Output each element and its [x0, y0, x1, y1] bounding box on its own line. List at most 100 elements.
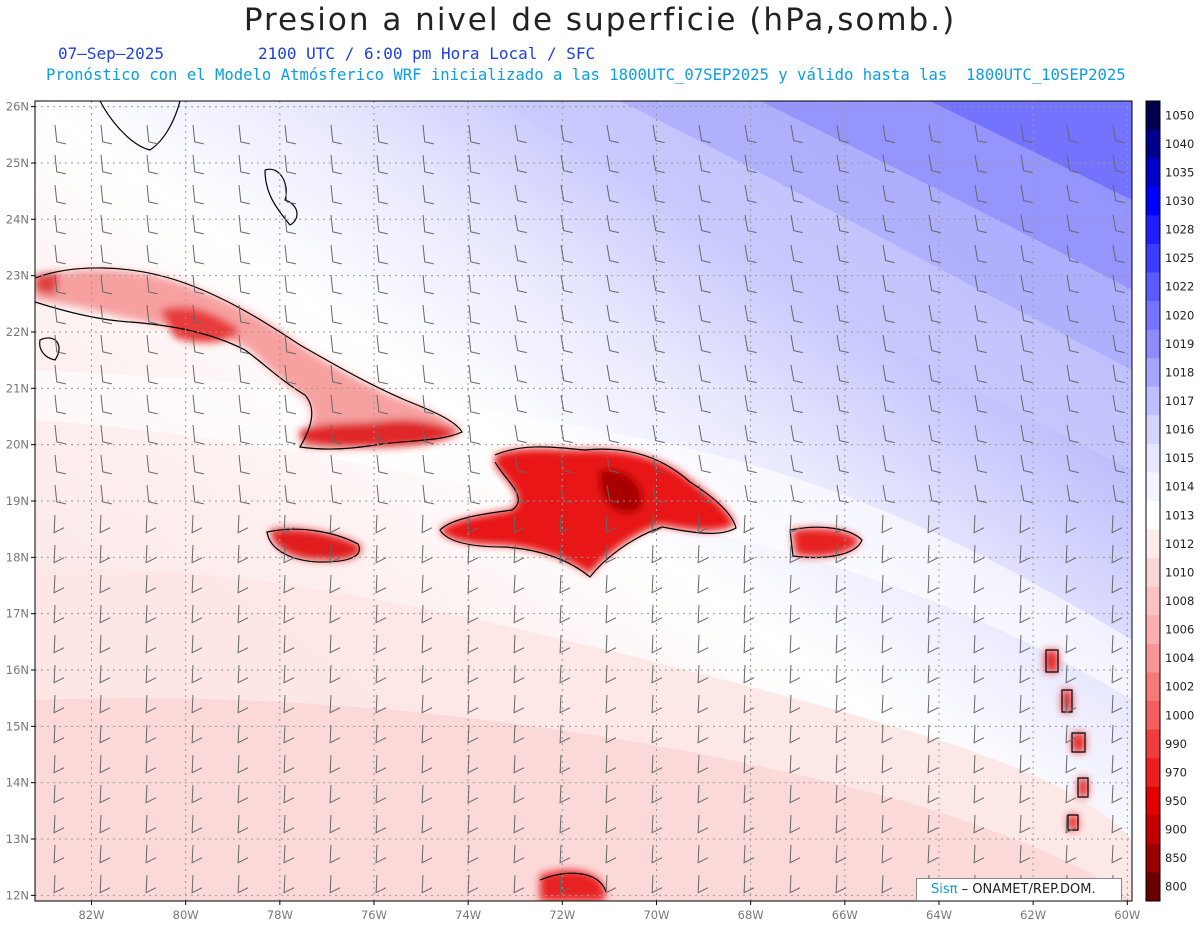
wind-barb	[560, 154, 573, 174]
isla-juventud-coast	[39, 337, 60, 361]
wind-barb	[514, 394, 527, 414]
wind-barb	[606, 424, 619, 444]
wind-barb	[606, 184, 619, 204]
wind-barb	[882, 304, 895, 324]
wind-barb	[513, 814, 525, 834]
wind-barb	[1111, 544, 1123, 564]
wind-barb	[375, 844, 387, 864]
wind-barb	[606, 364, 619, 384]
wind-barb	[514, 154, 527, 174]
wind-barb	[560, 424, 573, 444]
wind-barb	[1111, 634, 1123, 654]
wind-barb	[468, 394, 480, 415]
wind-barb	[376, 334, 388, 355]
wind-barb	[652, 334, 665, 354]
wind-barb	[652, 424, 665, 444]
wind-barb	[928, 244, 941, 264]
wind-barb	[329, 724, 341, 744]
wind-barb	[697, 514, 709, 534]
wind-barb	[1065, 754, 1077, 774]
wind-barb	[467, 754, 479, 774]
wind-barb	[99, 814, 111, 834]
wind-barb	[790, 424, 803, 444]
wind-barb	[376, 484, 388, 505]
wind-barb	[698, 334, 711, 354]
wind-barb	[53, 604, 65, 624]
wind-barb	[1111, 754, 1123, 774]
wind-barb	[422, 214, 434, 235]
wind-barb	[238, 454, 250, 475]
wind-barb	[375, 634, 387, 654]
wind-barb	[191, 574, 203, 594]
lat-tick-label: 21N	[6, 381, 29, 395]
colorbar-swatch	[1146, 558, 1160, 588]
wind-barb	[927, 544, 939, 564]
lat-tick-label: 18N	[6, 550, 29, 564]
wind-barb	[146, 394, 158, 415]
lon-tick-label: 82W	[78, 908, 104, 922]
wind-barb	[283, 844, 295, 864]
wind-barb	[1112, 274, 1125, 294]
wind-barb	[467, 874, 479, 894]
wind-barb	[1065, 784, 1077, 804]
wind-barb	[99, 844, 111, 864]
wind-barb	[835, 844, 847, 864]
wind-barb	[697, 574, 709, 594]
wind-barb	[145, 844, 157, 864]
wind-barb	[421, 694, 433, 714]
wind-barb	[881, 604, 893, 624]
wind-barb	[1020, 424, 1033, 444]
wind-barb	[100, 484, 112, 505]
wind-barb	[284, 484, 296, 505]
lat-tick-label: 22N	[6, 325, 29, 339]
wind-barb	[1111, 664, 1123, 684]
wind-barb	[467, 544, 479, 564]
wind-barb	[882, 244, 895, 264]
wind-barb	[973, 814, 985, 834]
wind-barb	[100, 304, 112, 325]
colorbar-swatch	[1146, 701, 1160, 731]
wind-barb	[974, 184, 987, 204]
forecast-info: Pronóstico con el Modelo Atmósferico WRF…	[46, 66, 1126, 84]
wind-barb	[560, 274, 573, 294]
wind-barb	[329, 514, 341, 534]
wind-barb	[606, 484, 619, 504]
wind-barb	[744, 124, 757, 144]
wind-barb	[743, 664, 755, 684]
wind-barb	[514, 214, 527, 234]
wind-barb	[698, 214, 711, 234]
wind-barb	[421, 664, 433, 684]
wind-barb	[973, 634, 985, 654]
wind-barb	[605, 694, 617, 714]
wind-barb	[1066, 124, 1079, 144]
wind-barb	[974, 484, 987, 504]
wind-barb	[284, 424, 296, 445]
wind-barb	[559, 604, 571, 624]
wind-barb	[927, 574, 939, 594]
wind-barb	[468, 274, 480, 295]
wind-barb	[192, 484, 204, 505]
colorbar-swatch	[1146, 215, 1160, 245]
wind-barb	[99, 634, 111, 654]
wind-barb	[467, 784, 479, 804]
wind-barb	[1112, 484, 1125, 504]
wind-barb	[284, 454, 296, 475]
wind-barb	[145, 514, 157, 534]
colorbar-label: 1008	[1165, 594, 1194, 608]
lat-tick-label: 20N	[6, 438, 29, 452]
wind-barb	[284, 304, 296, 325]
wind-barb	[421, 754, 433, 774]
lon-tick-label: 78W	[267, 908, 293, 922]
wind-barb	[1019, 724, 1031, 744]
wind-barb	[790, 274, 803, 294]
lat-tick-label: 26N	[6, 100, 29, 114]
wind-barb	[237, 694, 249, 714]
wind-barb	[468, 184, 480, 205]
wind-barb	[284, 364, 296, 385]
wind-barb	[54, 484, 66, 505]
wind-barb	[146, 244, 158, 265]
wind-barb	[513, 664, 525, 684]
wind-barb	[284, 394, 296, 415]
wind-barb	[1019, 694, 1031, 714]
wind-barb	[146, 154, 158, 175]
